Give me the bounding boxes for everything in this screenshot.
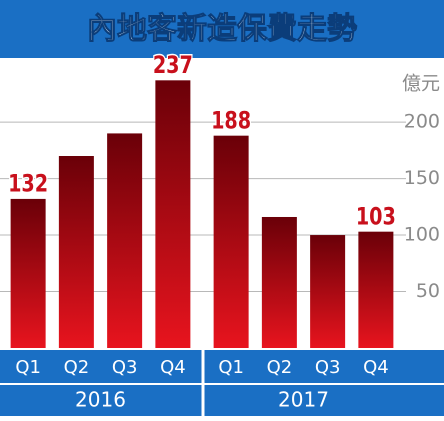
y-tick-label: 50 — [416, 280, 440, 302]
x-tick-label: Q4 — [160, 357, 186, 378]
value-label: 132 — [8, 171, 48, 199]
x-tick-label: Q4 — [363, 357, 389, 378]
x-tick-label: Q2 — [64, 357, 90, 378]
bar — [310, 235, 346, 348]
bar — [261, 216, 297, 348]
unit-label: 億元 — [402, 73, 440, 95]
value-label: 237 — [153, 52, 193, 80]
x-tick-label: Q1 — [15, 357, 41, 378]
bar — [358, 231, 394, 348]
group-label: 2017 — [278, 388, 329, 412]
bar — [10, 198, 46, 348]
chart-title: 內地客新造保費走勢 — [87, 12, 357, 47]
y-tick-label: 200 — [404, 111, 440, 133]
y-tick-label: 100 — [404, 224, 440, 246]
bar — [58, 156, 94, 348]
x-tick-label: Q3 — [112, 357, 138, 378]
group-label: 2016 — [75, 388, 126, 412]
bar — [213, 135, 249, 348]
title-bar — [0, 0, 444, 58]
bar — [107, 133, 143, 348]
x-tick-label: Q3 — [315, 357, 341, 378]
value-label: 103 — [356, 203, 396, 231]
y-tick-label: 150 — [404, 167, 440, 189]
bar — [155, 80, 191, 349]
value-label: 188 — [211, 107, 251, 135]
x-tick-label: Q1 — [218, 357, 244, 378]
x-tick-label: Q2 — [267, 357, 293, 378]
